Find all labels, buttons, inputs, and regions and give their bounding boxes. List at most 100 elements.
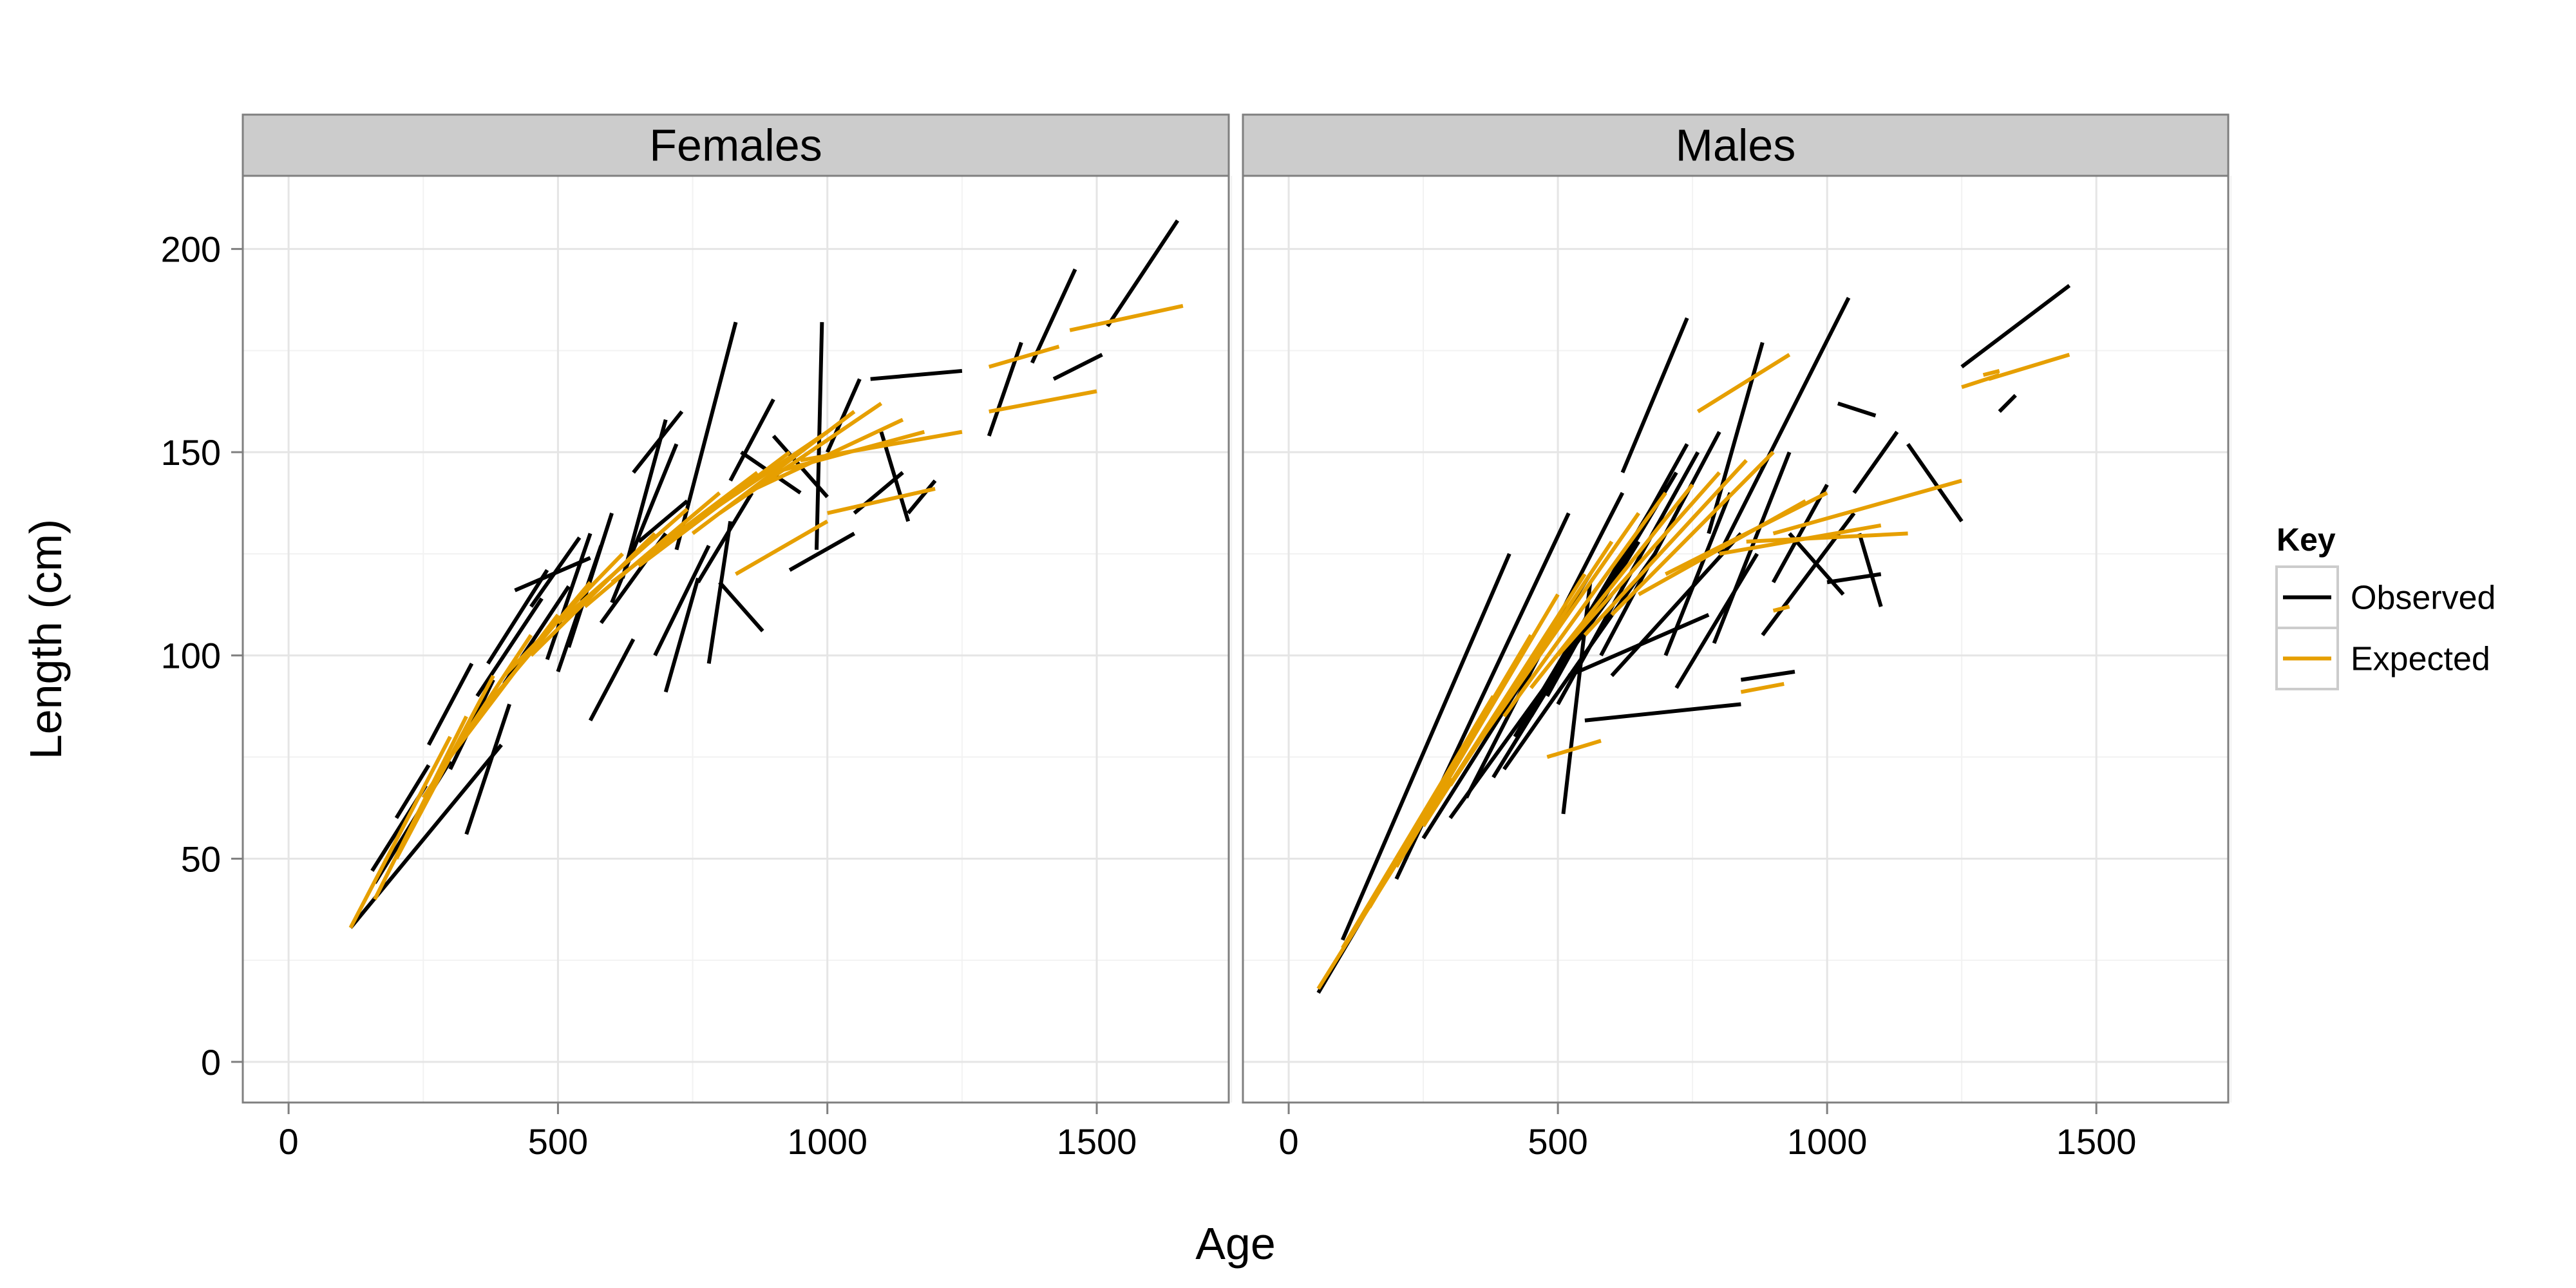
expected-segment	[1988, 352, 2070, 381]
observed-segment	[529, 536, 582, 608]
legend-title: Key	[2277, 522, 2336, 558]
observed-segment	[1052, 353, 1103, 381]
x-tick-label: 0	[1278, 1121, 1298, 1162]
panel-border	[242, 175, 1230, 1104]
observed-segment	[788, 531, 856, 572]
expected-segment	[421, 634, 533, 799]
observed-segment	[825, 378, 862, 453]
y-tick-label: 100	[161, 636, 221, 676]
facet-panels: Females 0 500 1000 1500 0 50 100 150 200 Males 0 500…	[161, 113, 2232, 1162]
x-axis-title: Age	[1195, 1218, 1276, 1269]
expected-segment	[988, 345, 1060, 369]
y-axis-title: Length (cm)	[21, 519, 71, 759]
expected-segment	[1475, 512, 1640, 746]
observed-segment	[870, 368, 963, 381]
expected-segment	[800, 430, 963, 462]
series-expected	[348, 304, 1184, 929]
expected-segment	[1664, 491, 1828, 576]
observed-segment	[663, 578, 700, 693]
expected-segment	[718, 401, 883, 515]
x-tick-label: 1500	[1057, 1121, 1137, 1162]
expected-segment	[502, 552, 624, 677]
observed-segment	[620, 419, 668, 579]
expected-segment	[1610, 451, 1775, 616]
observed-segment	[1106, 219, 1180, 328]
x-tick-label: 1000	[1787, 1121, 1868, 1162]
axes: Age Length (cm)	[21, 519, 1276, 1269]
observed-segment	[632, 410, 684, 474]
observed-segment	[1030, 268, 1077, 364]
observed-segment	[1610, 532, 1743, 677]
observed-segment	[1545, 443, 1689, 697]
panel-background	[243, 176, 1229, 1103]
observed-segment	[486, 569, 549, 665]
facet-strip-label: Females	[649, 120, 822, 171]
expected-segment	[1772, 478, 1962, 536]
observed-segment	[718, 581, 764, 632]
series-observed	[349, 219, 1180, 929]
observed-segment	[706, 521, 733, 664]
y-tick-label: 0	[201, 1042, 221, 1083]
x-tick-label: 1500	[2056, 1121, 2137, 1162]
observed-segment	[1718, 296, 1851, 555]
panel-females: Females 0 500 1000 1500 0 50 100 150 200	[161, 113, 1233, 1162]
expected-segment	[1583, 459, 1748, 637]
observed-segment	[906, 479, 937, 515]
expected-segment	[1394, 593, 1560, 868]
legend-label-expected: Expected	[2351, 641, 2490, 678]
legend-label-observed: Observed	[2351, 580, 2496, 617]
observed-segment	[394, 764, 431, 819]
observed-segment	[1960, 284, 2071, 369]
panel-background	[1243, 176, 2228, 1103]
expected-segment	[1696, 353, 1791, 413]
observed-segment	[1340, 553, 1511, 941]
expected-segment	[1772, 605, 1790, 613]
facet-strip-label: Males	[1676, 120, 1796, 171]
expected-segment	[1556, 471, 1721, 657]
observed-segment	[728, 398, 775, 482]
observed-segment	[567, 512, 614, 649]
observed-segment	[1707, 341, 1765, 535]
observed-segment	[1788, 532, 1845, 596]
observed-segment	[1998, 393, 2017, 413]
observed-segment	[1857, 533, 1883, 607]
x-tick-label: 1000	[787, 1121, 867, 1162]
observed-segment	[1771, 484, 1829, 583]
observed-segment	[1674, 553, 1759, 689]
expected-segment	[1982, 369, 2000, 377]
expected-segment	[989, 389, 1097, 414]
y-tick-label: 200	[161, 229, 221, 270]
expected-segment	[1746, 531, 1908, 544]
x-tick-label: 500	[528, 1121, 588, 1162]
facet-strip	[242, 113, 1230, 177]
observed-segment	[1837, 401, 1877, 418]
observed-segment	[653, 545, 711, 657]
expected-segment	[1367, 634, 1533, 909]
observed-segment	[1620, 317, 1689, 473]
series-expected	[1316, 352, 2070, 990]
panel-border	[1242, 175, 2230, 1104]
expected-segment	[1546, 739, 1602, 759]
expected-segment	[1740, 681, 1785, 694]
observed-segment	[637, 499, 689, 544]
expected-segment	[827, 487, 936, 515]
expected-segment	[556, 507, 689, 625]
x-tick-label: 0	[279, 1121, 299, 1162]
expected-segment	[1448, 540, 1614, 787]
observed-segment	[1584, 702, 1741, 723]
observed-segment	[1740, 670, 1795, 682]
expected-segment	[373, 715, 468, 900]
observed-segment	[502, 585, 571, 685]
observed-segment	[1599, 431, 1721, 657]
expected-segment	[735, 519, 829, 576]
expected-segment	[1069, 304, 1184, 332]
legend: Key Observed Expected	[2275, 522, 2496, 690]
observed-segment	[464, 703, 511, 835]
panel-males: Males 0 500 1000 1500	[1242, 113, 2232, 1162]
x-tick-label: 500	[1528, 1121, 1587, 1162]
observed-segment	[1663, 492, 1732, 656]
observed-segment	[1906, 442, 1964, 523]
y-tick-label: 50	[181, 838, 221, 879]
observed-segment	[696, 491, 754, 583]
